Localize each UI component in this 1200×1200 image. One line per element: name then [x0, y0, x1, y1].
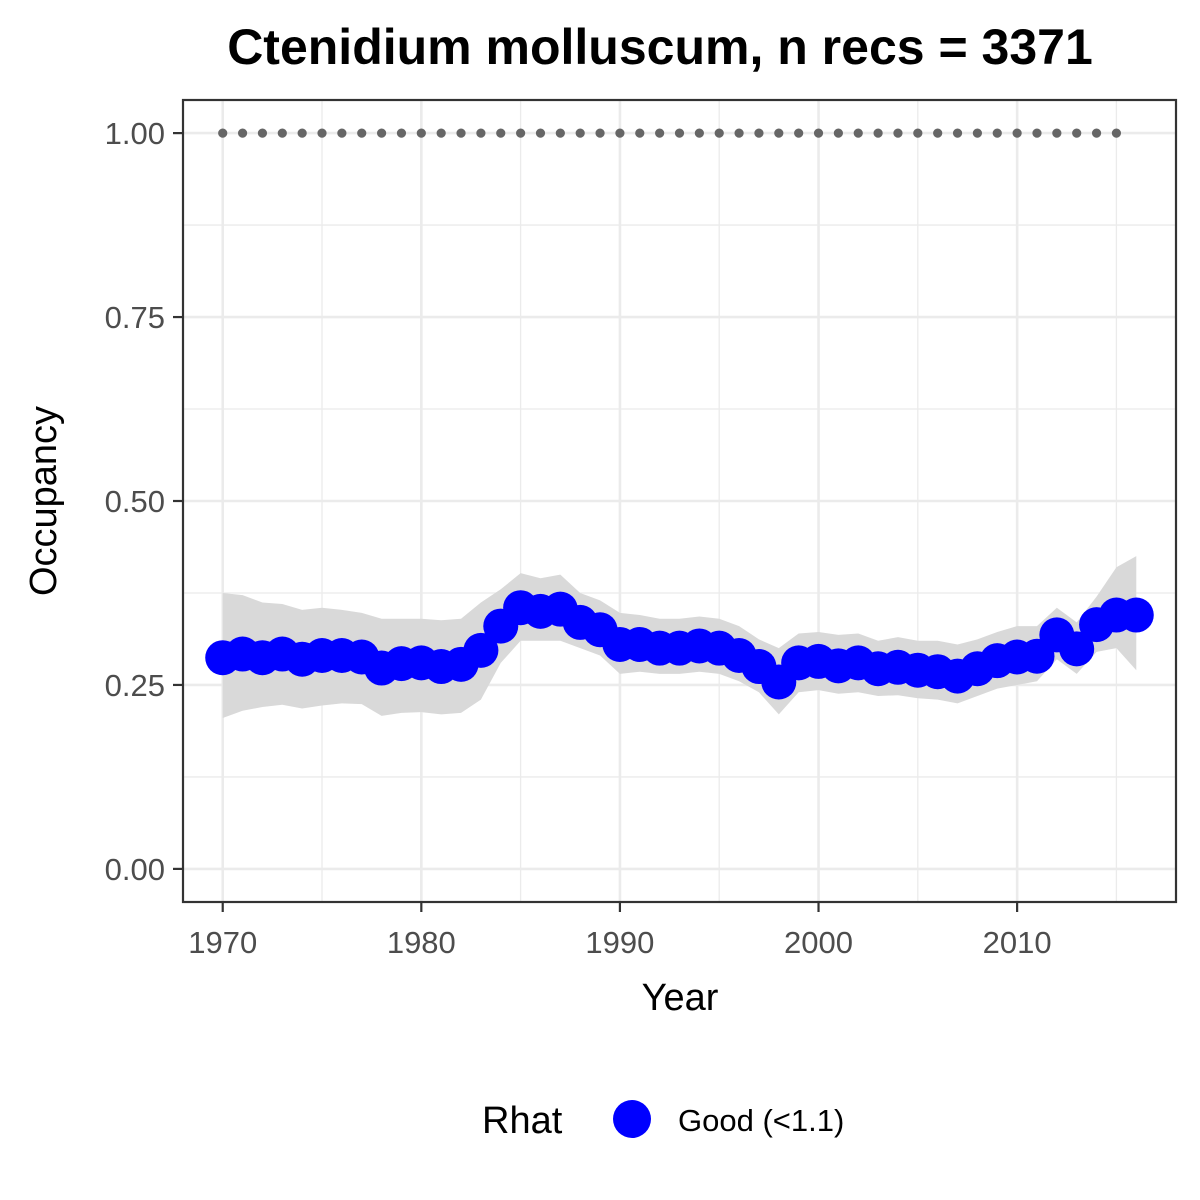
reference-point: [813, 128, 824, 138]
reference-point: [436, 128, 446, 138]
x-tick-label: 1990: [585, 925, 654, 960]
legend-label-good: Good (<1.1): [678, 1103, 844, 1138]
chart-title: Ctenidium molluscum, n recs = 3371: [227, 19, 1093, 75]
reference-point: [794, 128, 804, 138]
y-tick-label: 0.50: [105, 484, 165, 519]
reference-point: [337, 128, 347, 138]
reference-point: [416, 128, 426, 138]
reference-point: [853, 128, 863, 138]
legend: Rhat Good (<1.1): [482, 1100, 844, 1142]
reference-point: [237, 128, 248, 138]
estimate-points: [205, 590, 1154, 700]
legend-title: Rhat: [482, 1100, 563, 1142]
y-tick-label: 0.25: [105, 668, 165, 703]
reference-point: [913, 128, 923, 138]
reference-point: [694, 128, 704, 138]
reference-point: [1052, 128, 1062, 138]
x-tick-label: 2010: [983, 925, 1052, 960]
reference-point: [615, 128, 625, 138]
reference-point: [535, 128, 546, 138]
y-tick-label: 0.75: [105, 300, 165, 335]
reference-point: [297, 128, 307, 138]
reference-point: [734, 128, 744, 138]
reference-point: [714, 128, 724, 138]
x-tick-label: 2000: [784, 925, 853, 960]
y-tick-label: 0.00: [105, 852, 165, 887]
reference-point: [893, 128, 903, 138]
reference-point: [635, 128, 645, 138]
reference-point: [972, 128, 983, 138]
reference-point: [476, 128, 486, 138]
reference-point: [496, 128, 506, 138]
y-tick-label: 1.00: [105, 116, 165, 151]
reference-point: [833, 128, 843, 138]
reference-point: [952, 128, 963, 138]
reference-point: [1091, 128, 1102, 138]
reference-points: [218, 128, 1122, 138]
x-tick-label: 1980: [387, 925, 456, 960]
reference-point: [1072, 128, 1082, 138]
reference-point: [575, 128, 585, 138]
reference-point: [1032, 128, 1042, 138]
grid-major: [183, 100, 1176, 902]
reference-point: [396, 128, 407, 138]
reference-point: [774, 128, 784, 138]
x-axis-title: Year: [642, 977, 719, 1019]
legend-key-good: [613, 1100, 651, 1138]
estimate-point: [463, 632, 499, 668]
reference-point: [317, 128, 327, 138]
reference-point: [754, 128, 764, 138]
reference-point: [277, 128, 287, 138]
reference-point: [257, 128, 268, 138]
reference-point: [456, 128, 466, 138]
reference-point: [933, 128, 943, 138]
reference-point: [674, 128, 685, 138]
estimate-point: [1059, 631, 1095, 667]
reference-point: [595, 128, 605, 138]
x-tick-label: 1970: [188, 925, 257, 960]
y-axis: 0.00 0.25 0.50 0.75 1.00: [105, 116, 183, 887]
reference-point: [377, 128, 387, 138]
reference-point: [992, 128, 1002, 138]
reference-point: [357, 128, 367, 138]
reference-point: [516, 128, 526, 138]
reference-point: [1111, 128, 1122, 138]
reference-point: [1012, 128, 1022, 138]
reference-point: [555, 128, 565, 138]
reference-point: [218, 128, 228, 138]
estimate-point: [1118, 597, 1154, 633]
x-axis: 1970 1980 1990 2000 2010: [188, 902, 1052, 960]
reference-point: [873, 128, 883, 138]
y-axis-title: Occupancy: [23, 406, 65, 596]
reference-point: [655, 128, 665, 138]
